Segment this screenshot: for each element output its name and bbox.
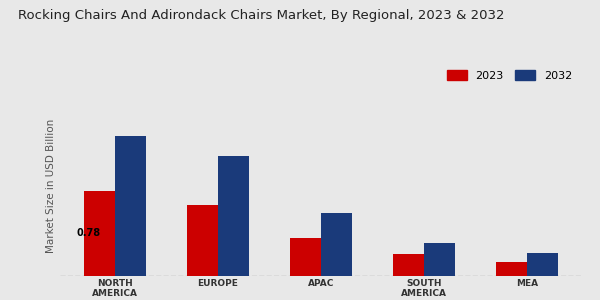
Bar	[424, 243, 455, 276]
Legend: 2023, 2032: 2023, 2032	[442, 66, 577, 85]
Text: 0.78: 0.78	[77, 229, 101, 238]
Bar	[290, 238, 321, 276]
Bar	[393, 254, 424, 276]
Y-axis label: Market Size in USD Billion: Market Size in USD Billion	[46, 119, 56, 253]
Bar	[115, 136, 146, 276]
Bar	[218, 156, 249, 276]
Bar	[527, 253, 558, 276]
Bar	[187, 205, 218, 276]
Bar	[321, 213, 352, 276]
Bar	[84, 191, 115, 276]
Bar	[496, 262, 527, 276]
Text: Rocking Chairs And Adirondack Chairs Market, By Regional, 2023 & 2032: Rocking Chairs And Adirondack Chairs Mar…	[18, 9, 505, 22]
